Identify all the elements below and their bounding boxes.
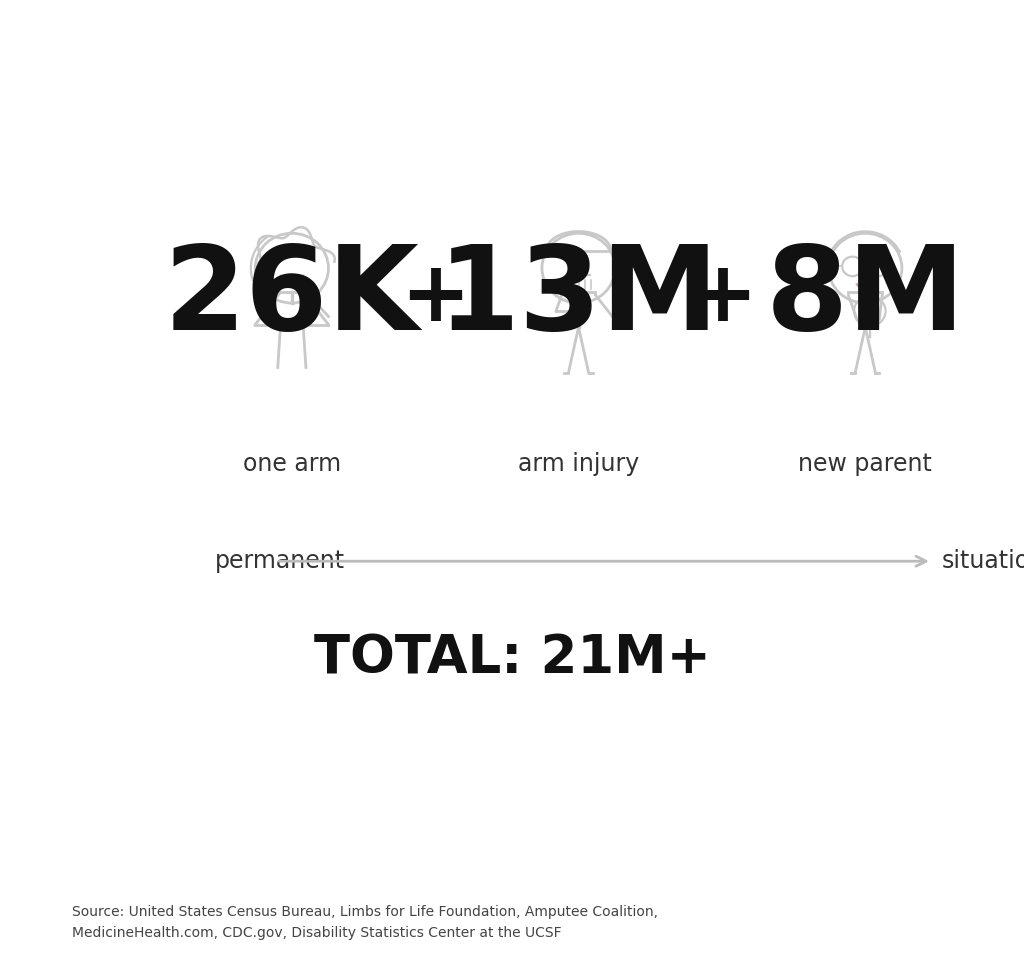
Text: +: + [400,258,470,338]
Text: +: + [687,258,757,338]
Text: permanent: permanent [215,549,345,573]
Text: new parent: new parent [799,452,932,475]
Text: TOTAL: 21M+: TOTAL: 21M+ [313,632,711,685]
Text: 13M: 13M [438,240,719,355]
Text: one arm: one arm [243,452,341,475]
Text: 26K: 26K [164,240,420,355]
Text: Source: United States Census Bureau, Limbs for Life Foundation, Amputee Coalitio: Source: United States Census Bureau, Lim… [72,906,657,940]
Text: arm injury: arm injury [518,452,639,475]
Text: situational: situational [942,549,1024,573]
Text: 8M: 8M [765,240,966,355]
